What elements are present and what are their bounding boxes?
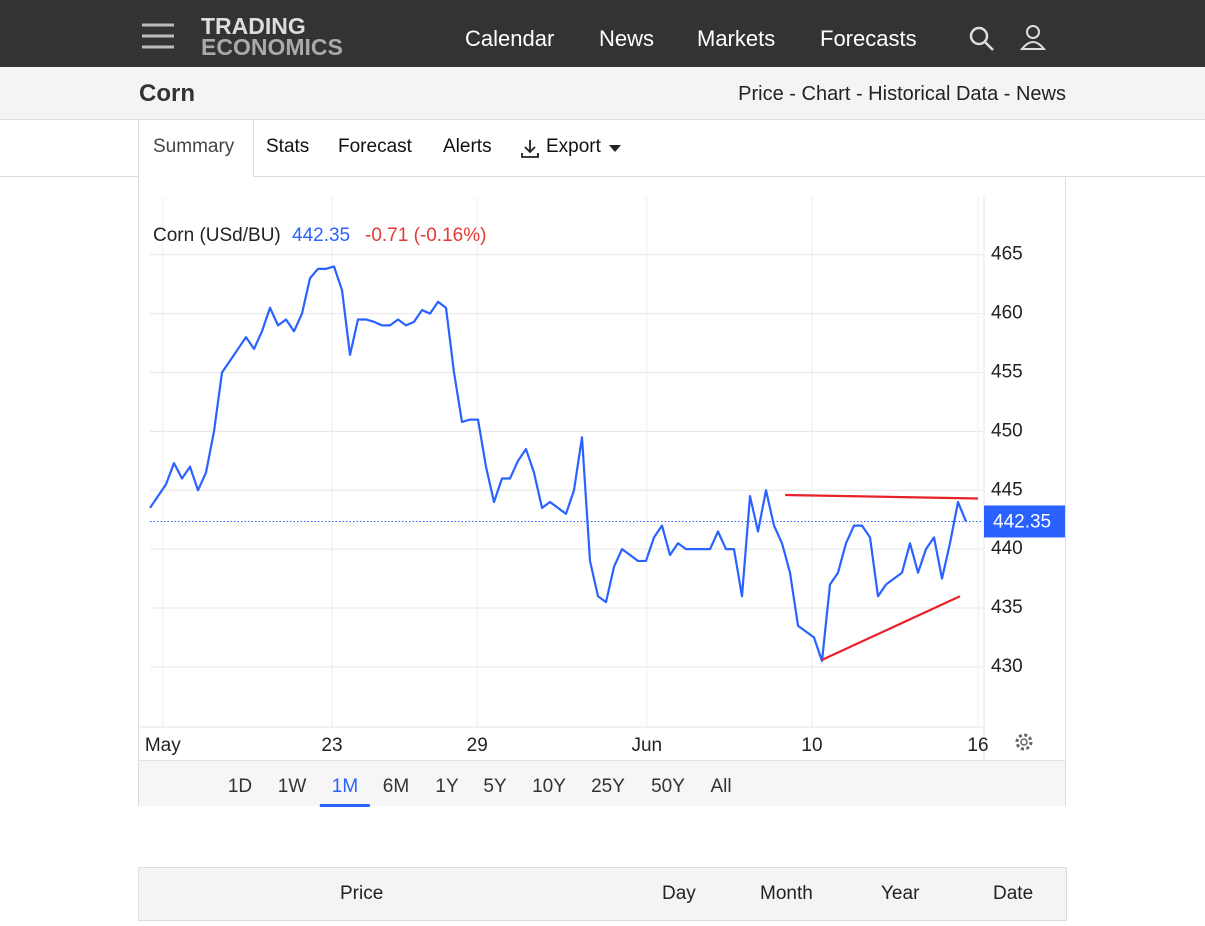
search-icon[interactable] [968,25,996,53]
last-price-label: 442.35 [993,511,1051,532]
y-tick-label: 460 [991,303,1023,324]
nav-link[interactable]: Forecasts [820,26,917,51]
logo[interactable]: TRADING ECONOMICS [201,13,343,60]
range-button[interactable]: 50Y [651,776,685,797]
column-header: Month [760,883,813,904]
tab[interactable]: Summary [153,136,235,157]
logo-bottom: ECONOMICS [201,34,343,60]
tab[interactable]: Alerts [443,136,492,157]
range-button[interactable]: 1W [277,776,307,797]
column-header: Day [662,883,696,904]
range-button[interactable]: 6M [382,776,410,797]
range-button[interactable]: 25Y [591,776,625,797]
tab-active [138,119,254,177]
table-header [138,867,1067,921]
logo-top: TRADING [201,13,306,39]
trend-line [821,595,961,661]
nav-link[interactable]: Markets [697,26,776,51]
tab[interactable]: Stats [266,136,310,157]
legend-change: -0.71 (-0.16%) [365,225,486,246]
nav-link[interactable]: Calendar [465,26,555,51]
sub-header: Corn Price - Chart - Historical Data - N… [0,67,1205,120]
column-header: Year [881,883,920,904]
range-button[interactable]: 5Y [483,776,507,797]
x-tick-label: 10 [801,735,822,756]
settings-icon [1015,733,1033,751]
gear-hole [1020,738,1028,746]
gear [1015,733,1033,751]
tab[interactable]: Forecast [338,136,412,157]
x-tick-label: 29 [467,735,488,756]
top-nav: TRADING ECONOMICS Calendar News Markets F… [0,0,1205,67]
export-icon [521,140,539,158]
menu-icon[interactable] [142,22,176,50]
breadcrumb[interactable]: Price - Chart - Historical Data - News [738,83,1066,105]
range-bar [139,760,1065,806]
x-tick-label: May [145,735,181,756]
y-tick-label: 455 [991,362,1023,383]
caret [609,145,621,152]
page-title: Corn [139,80,195,107]
tab[interactable]: Export [546,136,601,157]
y-tick-label: 440 [991,538,1023,559]
divider [0,176,1205,177]
y-tick-label: 450 [991,420,1023,441]
range-button[interactable]: 1M [319,776,371,807]
nav-link[interactable]: News [599,26,655,51]
range-button[interactable]: 10Y [532,776,566,797]
column-header: Date [993,883,1034,904]
x-tick-label: Jun [631,735,662,756]
y-tick-label: 430 [991,656,1023,677]
x-tick-label: 23 [321,735,342,756]
range-button[interactable]: 1D [227,776,253,797]
user-icon[interactable] [1020,23,1048,51]
trend-line [785,493,979,500]
last-price-box [984,505,1065,538]
legend-price: 442.35 [292,225,350,246]
price-line [149,265,968,663]
y-tick-label: 435 [991,597,1023,618]
y-tick-label: 445 [991,479,1023,500]
range-button[interactable]: 1Y [435,776,459,797]
x-tick-label: 16 [967,735,988,756]
legend-name: Corn (USd/BU) [153,225,281,246]
range-button[interactable]: All [710,776,732,797]
column-header: Price [340,883,384,904]
y-tick-label: 465 [991,244,1023,265]
